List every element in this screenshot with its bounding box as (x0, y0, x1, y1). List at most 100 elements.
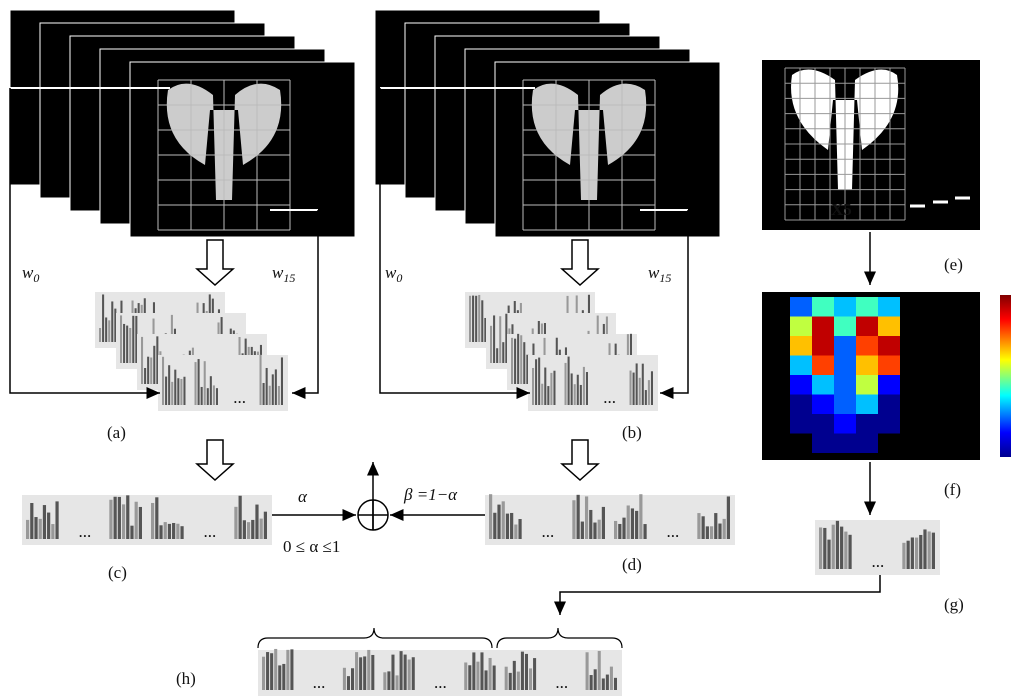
histogram-bar (529, 668, 532, 690)
heatmap-cell (790, 414, 812, 434)
histogram-bar (51, 524, 54, 539)
histogram-bar (697, 513, 700, 539)
histogram-bar (391, 655, 394, 690)
ellipsis: ... (204, 522, 217, 541)
heatmap-cell (834, 356, 856, 376)
histogram-bar (642, 364, 644, 405)
histogram-bar (367, 650, 370, 690)
histogram-bar (155, 497, 158, 539)
histogram-bar (651, 371, 653, 405)
histogram-bar (204, 361, 206, 405)
histogram-bar (506, 514, 509, 539)
histogram-bar (480, 652, 483, 690)
histogram-bar (109, 500, 112, 539)
heatmap-cell (790, 395, 812, 415)
histogram-bar (485, 670, 488, 690)
heatmap-cell (812, 375, 834, 395)
histogram-bar (478, 295, 480, 342)
histogram-bar (639, 378, 641, 405)
histogram-bar (502, 342, 504, 363)
heatmap-cell (812, 297, 834, 317)
histogram-bar (43, 505, 46, 539)
ellipsis: ... (313, 673, 326, 692)
histogram-bar (207, 388, 209, 405)
heatmap-cell (856, 297, 878, 317)
histogram-bar (371, 655, 374, 690)
histogram-bar (553, 371, 555, 405)
heatmap-cell (878, 395, 900, 415)
heatmap-cell (812, 356, 834, 376)
histogram-bar (290, 649, 293, 690)
histogram-bar (571, 373, 573, 405)
histogram-bar (213, 385, 215, 405)
panel-label: (b) (622, 423, 642, 442)
histogram-bar (47, 513, 50, 539)
layout: ....................................X5..… (10, 10, 1011, 696)
arrow (560, 575, 880, 615)
histogram-bar (932, 533, 935, 569)
histogram-bar (614, 678, 617, 690)
histogram-bar (105, 317, 107, 342)
histogram-bar (159, 525, 162, 539)
heatmap-cell (878, 414, 900, 434)
histogram-bar (351, 668, 354, 690)
histogram-bar (26, 520, 29, 539)
hollow-arrow (562, 440, 598, 480)
histogram-bar (541, 384, 543, 405)
heatmap-cell (878, 297, 900, 317)
histogram-bar (702, 516, 705, 539)
panel-label: (c) (108, 563, 127, 582)
histogram-bar (363, 656, 366, 690)
ellipsis: ... (434, 673, 447, 692)
histogram-bar (535, 359, 537, 405)
histogram-bar (129, 328, 131, 363)
hollow-arrow (197, 240, 233, 285)
heatmap-cell (834, 395, 856, 415)
histogram-bar (264, 512, 267, 539)
weight-label: w0 (385, 263, 402, 285)
histogram-bar (183, 377, 185, 405)
image-mark: X5 (831, 200, 852, 219)
histogram-bar (710, 526, 713, 539)
histogram-bar (275, 369, 277, 405)
heatmap-cell (812, 395, 834, 415)
histogram-bar (141, 337, 143, 384)
beta-label: β =1−α (403, 485, 458, 504)
histogram-bar (639, 494, 642, 539)
histogram-bar (493, 666, 496, 690)
ellipsis: ... (872, 552, 885, 571)
histogram-bar (633, 373, 635, 405)
histogram-bar (269, 386, 271, 405)
histogram-bar (475, 296, 477, 342)
histogram-bar (911, 537, 914, 569)
histogram-bar (635, 511, 638, 539)
histogram-bar (396, 675, 399, 690)
histogram-bar (614, 521, 617, 539)
heatmap-cell (812, 336, 834, 356)
histogram-bar (518, 519, 521, 539)
brace (258, 628, 492, 648)
histogram-bar (481, 300, 483, 342)
histogram-bar (648, 380, 650, 405)
heatmap-cell (834, 434, 856, 454)
histogram-bar (286, 650, 289, 690)
histogram-bar (502, 501, 505, 539)
histogram-bar (928, 531, 931, 569)
histogram-bar (544, 368, 546, 405)
heatmap-cell (878, 375, 900, 395)
histogram-bar (598, 520, 601, 539)
heatmap-cell (878, 336, 900, 356)
histogram-bar (550, 373, 552, 405)
histogram-bar (400, 651, 403, 690)
heatmap-cell (790, 297, 812, 317)
ellipsis: ... (79, 522, 92, 541)
histogram-bar (493, 315, 495, 363)
histogram-bar (490, 326, 492, 363)
histogram-bar (147, 357, 149, 384)
histogram-bar (827, 540, 830, 569)
histogram-bar (464, 662, 467, 690)
histogram-bar (144, 368, 146, 384)
histogram-bar (168, 365, 170, 405)
histogram-bar (581, 522, 584, 539)
alpha-constraint: 0 ≤ α ≤1 (283, 537, 340, 556)
